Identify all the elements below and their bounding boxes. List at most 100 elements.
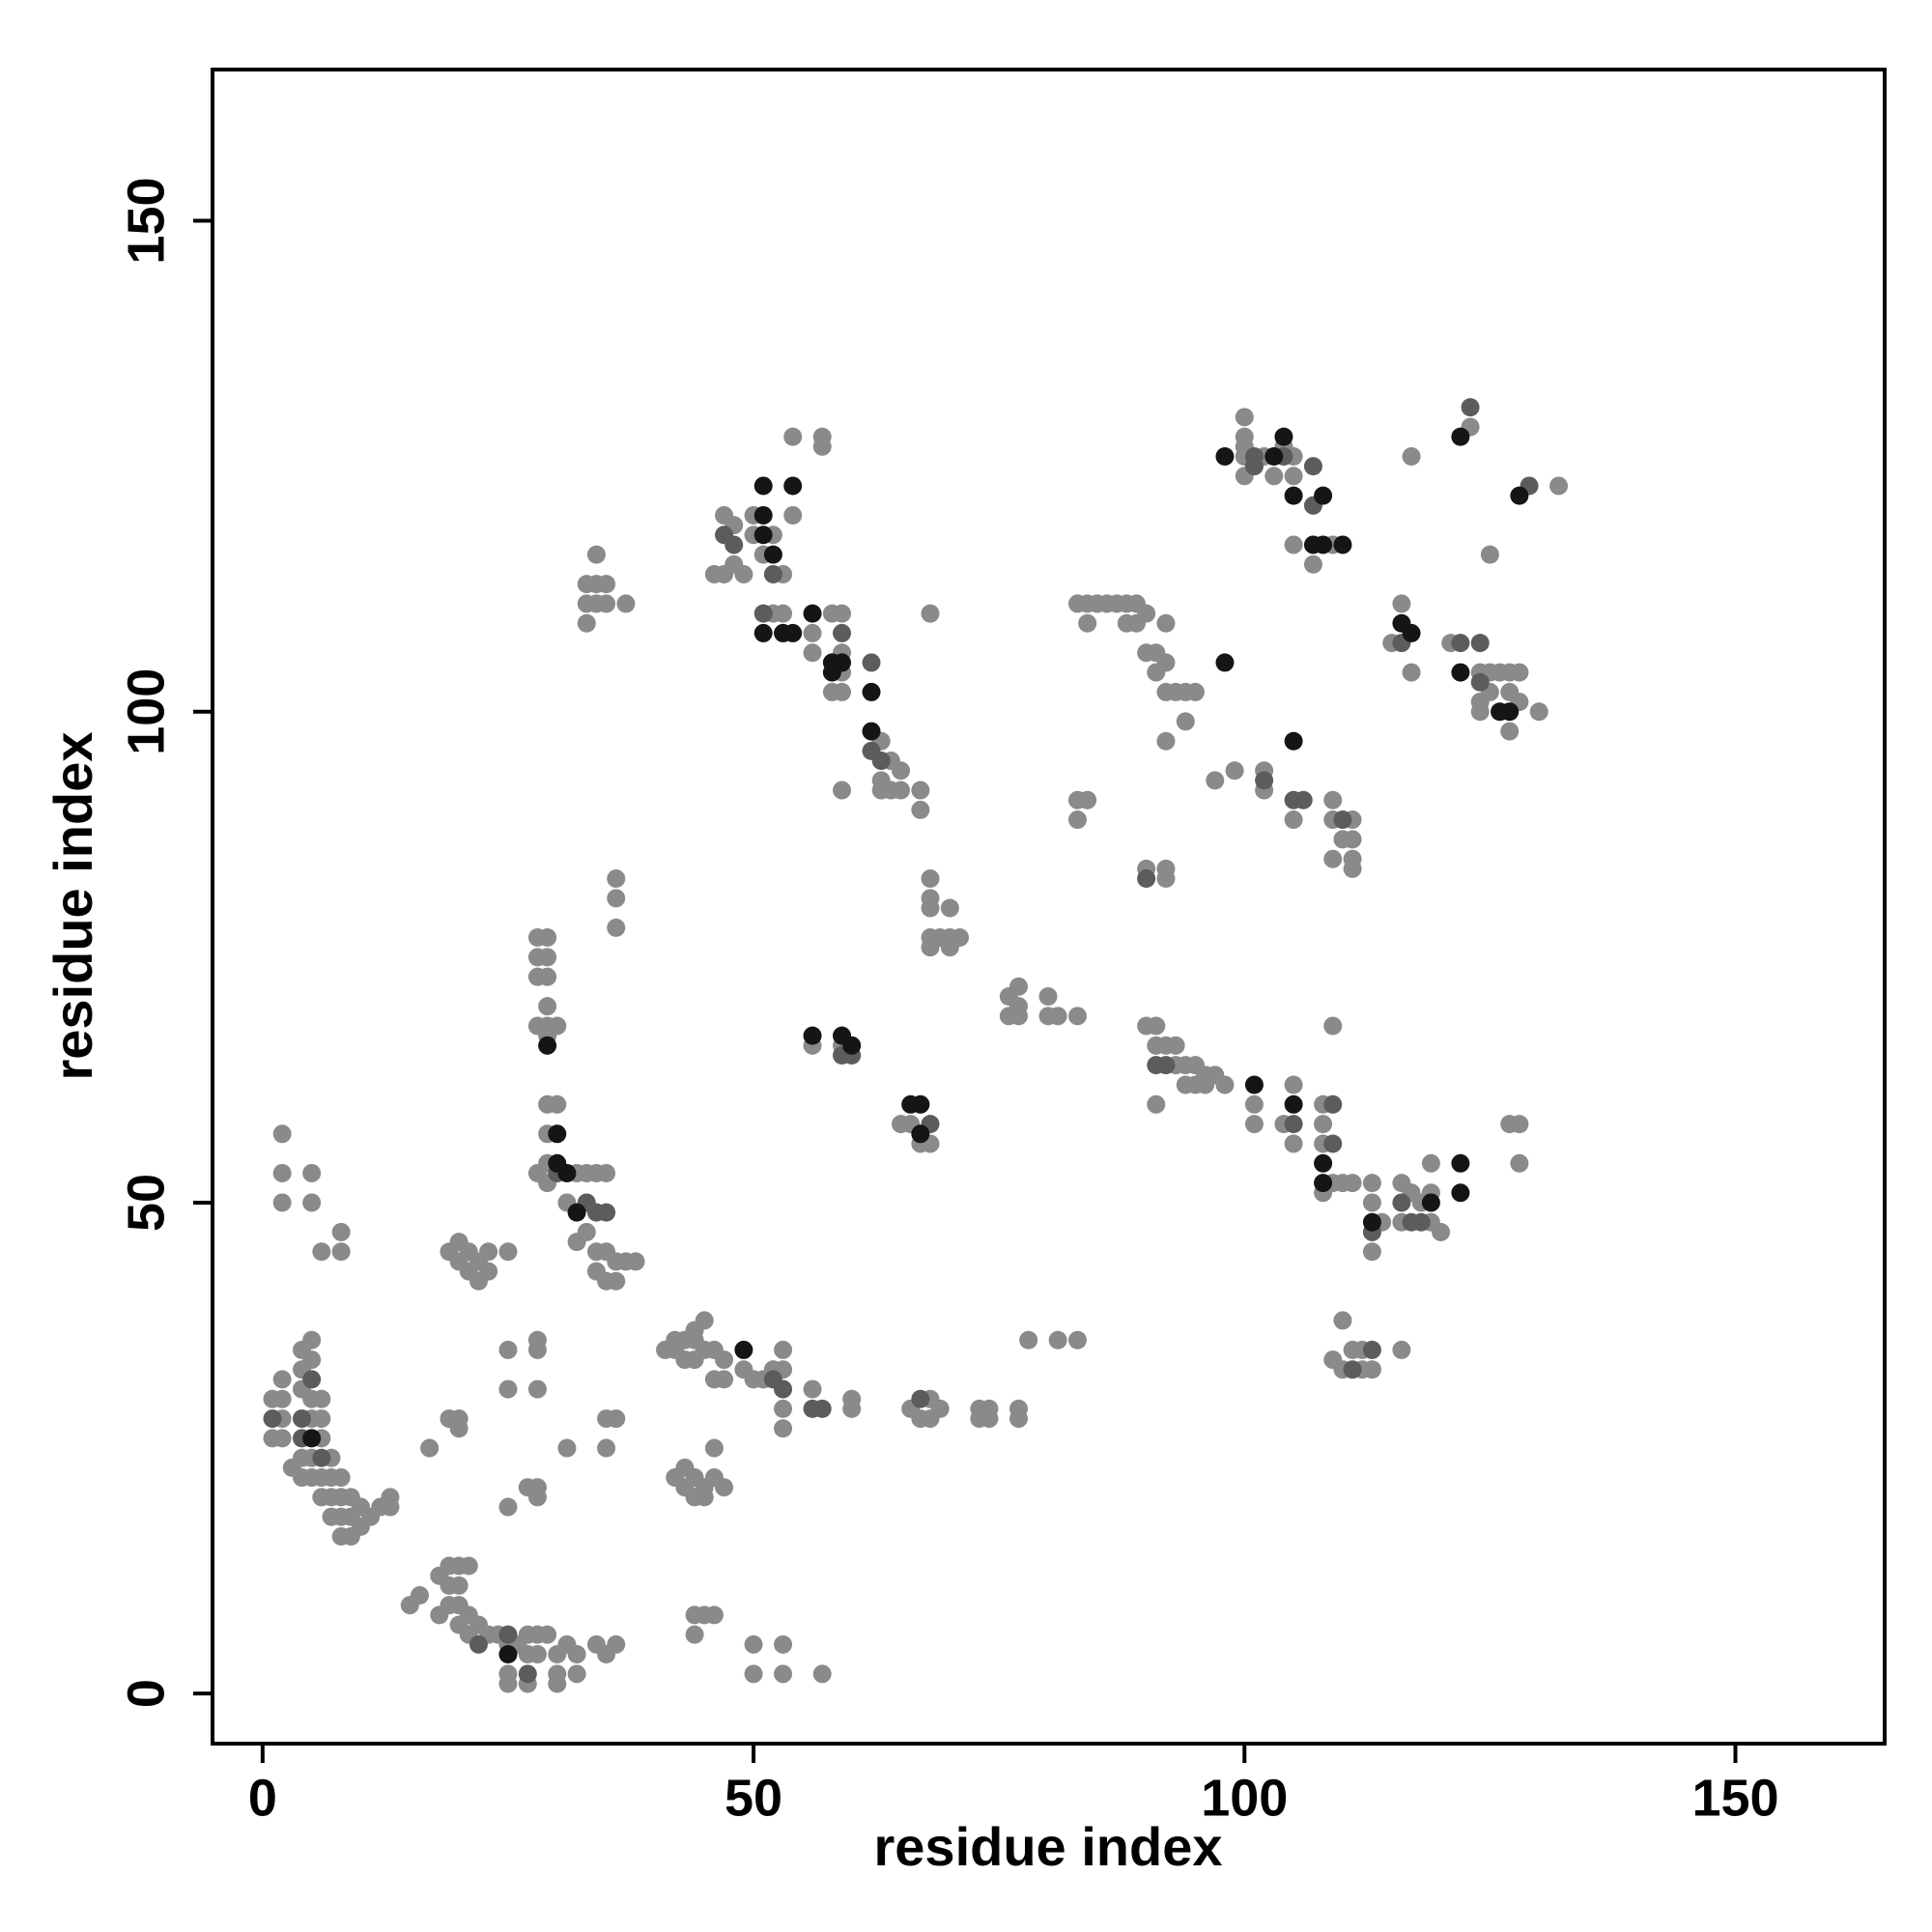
point [1137, 869, 1156, 889]
point [548, 1674, 567, 1693]
point [980, 1409, 999, 1429]
point [1480, 545, 1499, 564]
point [1323, 790, 1343, 810]
point [518, 1664, 537, 1684]
point [597, 1438, 616, 1458]
point [1176, 712, 1195, 731]
point [1323, 1134, 1343, 1153]
point [1067, 1007, 1087, 1026]
point [292, 1409, 311, 1429]
point [1323, 1094, 1343, 1114]
point [803, 1026, 822, 1045]
point [1244, 1115, 1264, 1134]
point [1510, 663, 1529, 682]
point [1067, 810, 1087, 830]
point [557, 1163, 577, 1182]
point [1048, 1007, 1067, 1026]
x-axis-title: residue index [873, 1816, 1222, 1877]
x-tick-label: 0 [248, 1769, 277, 1827]
point [833, 682, 852, 701]
point [331, 1468, 351, 1488]
point [763, 545, 782, 564]
point [695, 1488, 714, 1507]
point [527, 1379, 547, 1399]
point [459, 1556, 478, 1576]
point [312, 1409, 331, 1429]
point [1038, 987, 1058, 1007]
point [548, 1094, 567, 1114]
y-tick-label: 0 [117, 1679, 175, 1708]
point [744, 1634, 763, 1654]
point [567, 1664, 586, 1684]
point [302, 1370, 322, 1389]
point [1166, 1036, 1185, 1055]
point [1009, 1409, 1028, 1429]
point [1411, 1212, 1431, 1232]
point [812, 1399, 832, 1418]
point [538, 928, 557, 948]
point [833, 781, 852, 800]
point [381, 1497, 400, 1517]
point [577, 613, 596, 633]
point [1255, 771, 1274, 790]
point [1235, 408, 1254, 427]
point [302, 1350, 322, 1370]
point [548, 1124, 567, 1144]
point [538, 967, 557, 986]
point [272, 1429, 292, 1448]
point [753, 505, 773, 525]
point [774, 1399, 793, 1418]
point [774, 1379, 793, 1399]
point [1137, 604, 1156, 623]
point [892, 781, 911, 800]
point [1156, 613, 1176, 633]
point [833, 604, 852, 623]
point [1284, 1075, 1303, 1094]
point [527, 1488, 547, 1507]
point [577, 1222, 596, 1241]
point [1392, 1193, 1411, 1212]
point [498, 1674, 518, 1693]
point [1343, 859, 1362, 878]
point [1009, 1007, 1028, 1026]
point [498, 1379, 518, 1399]
point [803, 643, 822, 663]
point [527, 1645, 547, 1664]
point [420, 1438, 440, 1458]
point [862, 653, 881, 672]
point [842, 1036, 862, 1055]
point [607, 1634, 626, 1654]
point [695, 1311, 714, 1330]
point [911, 800, 930, 819]
point [1451, 1183, 1470, 1203]
point [1284, 486, 1303, 505]
point [911, 1389, 930, 1408]
point [263, 1409, 282, 1429]
point [1244, 457, 1264, 476]
point [1078, 613, 1097, 633]
point [783, 623, 803, 642]
point [1314, 535, 1333, 554]
point [272, 1370, 292, 1389]
point [312, 1448, 331, 1467]
point [1451, 634, 1470, 653]
point [1510, 1115, 1529, 1134]
point [892, 1115, 911, 1134]
point [715, 1350, 734, 1370]
point [734, 564, 753, 583]
point [1206, 771, 1225, 790]
point [803, 623, 822, 642]
point [1009, 977, 1028, 996]
point [498, 1625, 518, 1644]
point [921, 938, 940, 957]
point [774, 604, 793, 623]
point [1284, 1134, 1303, 1153]
point [774, 1419, 793, 1438]
point [1402, 663, 1421, 682]
point [498, 1340, 518, 1359]
point [557, 1438, 577, 1458]
point [1402, 623, 1421, 642]
point [538, 948, 557, 967]
point [704, 1438, 724, 1458]
point [302, 1193, 322, 1212]
